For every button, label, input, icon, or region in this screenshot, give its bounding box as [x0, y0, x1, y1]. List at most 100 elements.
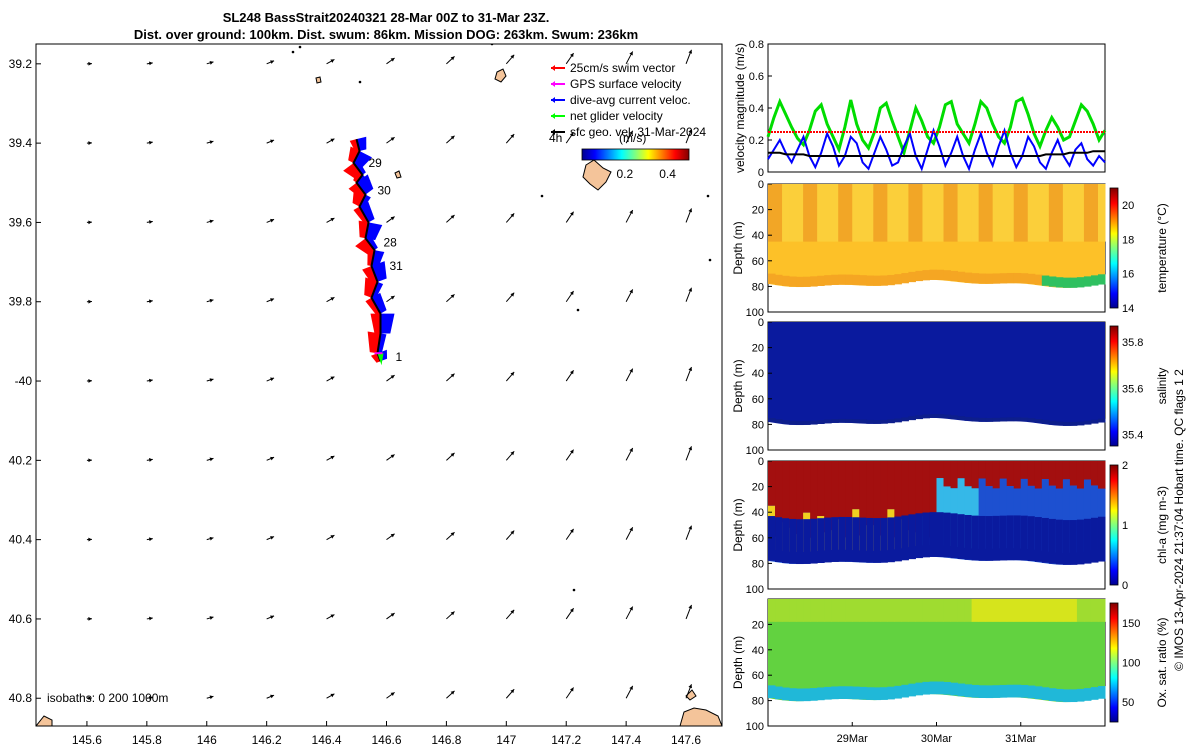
section-panel: 0 20 40 60 80 100 Depth (m) 0 1 2 chl-a (mg m-3) — [731, 456, 1169, 596]
velocity-arrow-head — [148, 537, 153, 542]
section-streak — [901, 461, 909, 520]
section-streak — [1069, 422, 1078, 426]
map-x-tick-label: 146.8 — [431, 733, 461, 747]
velocity-y-tick-label: 0 — [758, 167, 764, 179]
section-streak — [859, 686, 867, 700]
section-colorbar-label: salinity — [1155, 368, 1169, 405]
section-streak — [985, 184, 994, 242]
section-streak — [887, 274, 895, 286]
map-y-tick-label: 40.8 — [9, 691, 33, 705]
section-y-tick-label: 60 — [752, 533, 764, 545]
velocity-series-line — [766, 96, 1107, 158]
section-streak — [803, 599, 811, 622]
velocity-arrow-head — [390, 375, 395, 379]
section-streak — [992, 515, 1001, 561]
section-streak — [1069, 689, 1078, 703]
section-streak — [1069, 184, 1078, 242]
section-colorbar-tick-label: 2 — [1122, 460, 1128, 472]
section-y-tick-label: 80 — [752, 281, 764, 293]
island-shape — [685, 689, 697, 701]
section-streak — [1076, 519, 1085, 565]
section-streak — [1083, 518, 1092, 564]
velocity-arrow-head — [88, 379, 92, 383]
credit-text: © IMOS 13-Apr-2024 21:37:04 Hobart time.… — [1172, 369, 1186, 671]
section-streak — [880, 599, 888, 622]
section-streak — [866, 419, 874, 424]
velocity-arrow-head — [510, 530, 515, 535]
section-streak — [1020, 184, 1029, 242]
section-streak — [880, 517, 888, 563]
section-streak — [1090, 184, 1099, 242]
section-streak — [978, 478, 987, 549]
velocity-arrow-head — [688, 129, 693, 134]
section-streak — [1083, 461, 1092, 480]
section-streak — [929, 461, 937, 538]
section-streak — [901, 184, 909, 242]
section-streak — [978, 685, 987, 698]
section-y-tick-label: 0 — [758, 317, 764, 329]
section-streak — [971, 599, 980, 622]
section-streak — [1097, 418, 1106, 423]
legend-arrowhead — [551, 97, 555, 103]
velocity-arrow-head — [148, 695, 153, 700]
section-streak — [768, 599, 776, 622]
section-streak — [1020, 599, 1029, 622]
section-streak — [1027, 461, 1036, 486]
velocity-arrow-head — [148, 378, 153, 383]
map-panel: 145.6 145.8 146 146.2 146.4 146.6 146.8 147 147.… — [9, 43, 723, 747]
section-streak — [1020, 273, 1029, 284]
section-streak — [936, 184, 945, 242]
section-streak — [915, 513, 923, 559]
current-vector-fill — [353, 159, 366, 175]
swim-vector-fill — [367, 248, 375, 267]
section-streak — [852, 461, 860, 510]
velocity-arrow-head — [330, 535, 335, 539]
map-y-axis: 39.2 39.4 39.6 39.8 -40 40.2 40.4 40.6 40.8 — [9, 57, 41, 705]
section-streak — [957, 514, 966, 559]
current-vector-fill — [365, 234, 378, 251]
section-streak — [992, 461, 1001, 489]
velocity-arrow-head — [330, 59, 335, 63]
section-streak — [1062, 277, 1071, 288]
section-streak — [1041, 275, 1050, 286]
section-streak — [999, 184, 1008, 242]
section-streak — [838, 516, 846, 562]
section-streak — [992, 184, 1001, 242]
velocity-arrow-head — [688, 367, 693, 372]
velocity-arrow-head — [209, 616, 214, 620]
section-streak — [852, 419, 860, 424]
section-streak — [775, 461, 783, 537]
velocity-arrow-head — [390, 454, 395, 459]
section-streak — [1041, 184, 1050, 242]
section-streak — [1062, 461, 1071, 480]
section-streak — [831, 274, 839, 285]
section-streak — [1006, 599, 1015, 622]
swim-vector-fill — [365, 297, 381, 316]
velocity-arrow-head — [510, 371, 515, 376]
section-streak — [880, 184, 888, 242]
section-streak — [831, 419, 839, 423]
velocity-arrow-head — [148, 616, 153, 621]
section-streak — [1083, 688, 1092, 701]
velocity-arrow-head — [629, 51, 633, 56]
section-streak — [873, 420, 881, 424]
day-label: 1 — [395, 350, 402, 364]
day-label: 28 — [383, 235, 397, 249]
velocity-arrow-head — [570, 291, 574, 295]
section-streak — [1062, 599, 1071, 622]
section-streak — [838, 461, 846, 520]
velocity-arrow-head — [390, 57, 395, 62]
section-streak — [908, 416, 916, 421]
section-streak — [789, 420, 797, 425]
section-streak — [1055, 277, 1064, 288]
velocity-arrow-head — [148, 61, 153, 66]
velocity-arrow-head — [450, 452, 455, 457]
velocity-arrow-head — [629, 447, 633, 452]
section-streak — [964, 416, 973, 421]
section-streak — [831, 517, 839, 562]
section-streak — [859, 184, 867, 242]
section-streak — [1048, 420, 1057, 425]
section-streak — [999, 461, 1008, 479]
velocity-arrow-head — [570, 608, 574, 613]
section-colorbar-tick-label: 100 — [1122, 658, 1140, 670]
